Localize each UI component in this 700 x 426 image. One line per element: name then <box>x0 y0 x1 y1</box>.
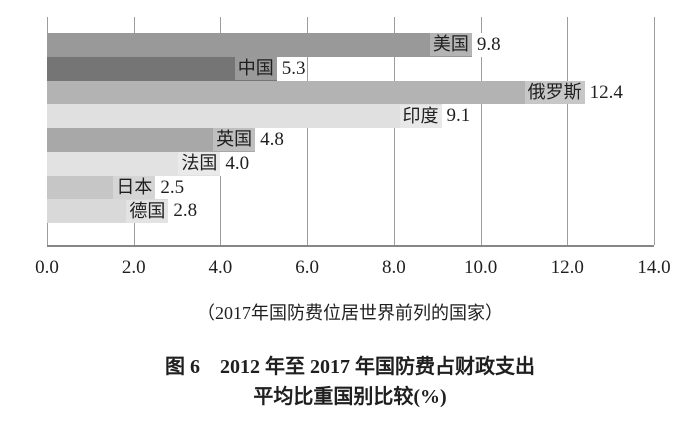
x-axis: 0.0 2.0 4.0 6.0 8.0 10.0 12.0 14.0 <box>35 256 671 280</box>
gridline <box>567 17 569 245</box>
bars-container: 美国 9.8 中国 5.3 俄罗斯 12.4 印度 9.1 英国 4.8 法国 4.0 日本 2.5 德国 2… <box>47 33 654 223</box>
bar: 印度 <box>47 104 442 128</box>
x-tick-label: 0.0 <box>35 257 59 278</box>
bar-category-label: 中国 <box>234 57 277 81</box>
x-tick-label: 2.0 <box>121 257 146 278</box>
x-tick-label: 8.0 <box>381 257 406 278</box>
bar: 英国 <box>47 128 256 152</box>
chart-caption: （2017年国防费位居世界前列的国家） <box>197 303 503 323</box>
plot-area: 美国 9.8 中国 5.3 俄罗斯 12.4 印度 9.1 英国 4.8 法国 4.0 日本 2.5 德国 2… <box>47 17 655 247</box>
bar-category-label: 德国 <box>126 199 169 223</box>
bar: 中国 <box>47 56 277 81</box>
bar-value-label: 12.4 <box>584 80 623 105</box>
bar: 日本 <box>47 175 156 200</box>
x-tick-label: 4.0 <box>208 257 233 278</box>
bar-category-label: 美国 <box>429 33 472 57</box>
bar-value-label: 4.0 <box>220 151 250 176</box>
bar-value-label: 2.5 <box>155 175 185 200</box>
bar-value-label: 4.8 <box>255 128 284 152</box>
bar-value-label: 2.8 <box>168 199 198 223</box>
bar-row: 俄罗斯 12.4 <box>47 80 654 105</box>
x-tick-label: 6.0 <box>295 257 320 278</box>
bar: 美国 <box>47 33 472 57</box>
bar-category-label: 日本 <box>113 175 156 199</box>
bar-row: 美国 9.8 <box>47 33 654 57</box>
bar-row: 德国 2.8 <box>47 199 654 223</box>
bar-category-label: 俄罗斯 <box>524 80 585 104</box>
bar: 德国 <box>47 199 169 223</box>
chart-title-line1: 图 6 2012 年至 2017 年国防费占财政支出 <box>165 356 535 378</box>
bar-row: 日本 2.5 <box>47 175 654 200</box>
bar-category-label: 英国 <box>213 128 256 152</box>
x-tick-label: 12.0 <box>550 257 584 278</box>
gridline <box>393 17 395 245</box>
gridline <box>480 17 482 245</box>
bar: 俄罗斯 <box>47 80 585 105</box>
bar-category-label: 法国 <box>178 152 221 176</box>
bar-row: 印度 9.1 <box>47 104 654 128</box>
bar-value-label: 5.3 <box>276 56 306 81</box>
bar-value-label: 9.1 <box>441 104 471 128</box>
bar: 法国 <box>47 151 221 176</box>
bar-row: 中国 5.3 <box>47 56 654 81</box>
x-tick-label: 10.0 <box>463 257 498 278</box>
bar-row: 英国 4.8 <box>47 128 654 152</box>
bar-category-label: 印度 <box>399 104 442 128</box>
gridline <box>307 17 309 245</box>
gridline <box>654 17 655 245</box>
bar-value-label: 9.8 <box>471 33 501 57</box>
x-tick-label: 14.0 <box>637 257 671 278</box>
bar-row: 法国 4.0 <box>47 151 654 176</box>
chart-title-line2: 平均比重国别比较(%) <box>253 386 447 408</box>
